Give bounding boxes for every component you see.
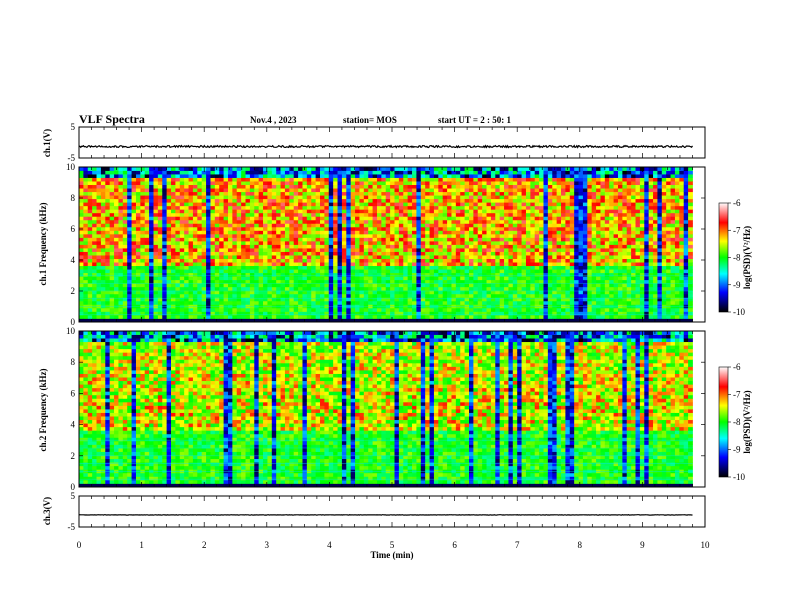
waveform-0-ytick-bottom: -5: [68, 153, 76, 163]
time-axis-tick-1: 1: [139, 540, 144, 550]
spectrogram-2-ytick-4: 4: [71, 420, 76, 430]
spectrogram-2-ytick-2: 2: [71, 451, 76, 461]
colorbar-1-tick--10: -10: [733, 307, 745, 317]
figure-title: VLF Spectra: [79, 112, 145, 126]
time-axis-tick-2: 2: [202, 540, 207, 550]
time-axis-tick-9: 9: [640, 540, 645, 550]
spectrogram-1-ytick-6: 6: [71, 224, 76, 234]
ch1-waveform-panel: 5 -5: [68, 122, 706, 163]
ch3-waveform-ylabel: ch.3(V): [42, 497, 52, 525]
spectrogram-1-ytick-4: 4: [71, 255, 76, 265]
time-axis-tick-7: 7: [515, 540, 520, 550]
time-axis-tick-6: 6: [452, 540, 457, 550]
spectrogram-2-ytick-8: 8: [71, 357, 76, 367]
start-time-label: start UT = 2 : 50: 1: [438, 115, 511, 125]
spectrogram-1-image: [79, 167, 693, 323]
colorbar-1-tick--8: -8: [733, 253, 741, 263]
ch3-waveform-panel: 5 -5: [68, 491, 706, 532]
colorbar-2-label: log(PSD)(V²/Hz): [742, 390, 752, 453]
spectrogram-2-ytick-6: 6: [71, 388, 76, 398]
colorbar-2-tick--10: -10: [733, 472, 745, 482]
ch1-colorbar: -6 -7 -8 -9 -10 log(PSD)(V²/Hz): [718, 198, 752, 317]
spectrogram-1-ytick-8: 8: [71, 193, 76, 203]
spectrogram-1-ytick-0: 0: [71, 317, 76, 327]
waveform-0-ytick-top: 5: [71, 122, 76, 132]
spectrogram-2-frame-ticks: [78, 331, 706, 487]
spectrogram-1-ytick-10: 10: [66, 162, 76, 172]
spectrogram-2-ytick-10: 10: [66, 326, 76, 336]
ch2-spectrogram-panel: 0 2 4 6 8 10: [66, 326, 706, 492]
ch1-spectrogram-panel: 0 2 4 6 8 10: [66, 162, 706, 327]
ch2-spectrogram-ylabel: ch.2 Frequency (kHz): [38, 368, 48, 451]
colorbar-1-scale: [718, 202, 729, 313]
time-axis-tick-10: 10: [701, 540, 711, 550]
spectrogram-1-frame-ticks: [78, 167, 706, 322]
colorbar-1-label: log(PSD)(V²/Hz): [742, 226, 752, 289]
time-axis: 0 1 2 3 4 5 6 7 8 9 10: [77, 540, 710, 550]
waveform-3-ytick-bottom: -5: [68, 522, 76, 532]
spectrogram-1-ytick-2: 2: [71, 286, 76, 296]
colorbar-1-tick--7: -7: [733, 225, 741, 235]
time-axis-tick-3: 3: [265, 540, 270, 550]
ch1-spectrogram-ylabel: ch.1 Frequency (kHz): [38, 202, 48, 285]
time-axis-tick-0: 0: [77, 540, 82, 550]
waveform-0-frame-ticks: [78, 127, 706, 158]
colorbar-2-tick--9: -9: [733, 445, 741, 455]
time-axis-tick-8: 8: [578, 540, 583, 550]
date-label: Nov.4 , 2023: [250, 115, 297, 125]
colorbar-2-tick--8: -8: [733, 417, 741, 427]
spectrogram-2-ytick-0: 0: [71, 482, 76, 492]
ch1-spectrogram-ylabel-text: ch.1 Frequency (kHz): [38, 202, 48, 285]
time-axis-tick-5: 5: [390, 540, 395, 550]
spectrogram-2-image: [79, 331, 693, 488]
ch2-colorbar: -6 -7 -8 -9 -10 log(PSD)(V²/Hz): [718, 362, 752, 482]
waveform-3-frame-ticks: [78, 496, 706, 527]
ch1-waveform-ylabel: ch.1(V): [42, 129, 52, 157]
colorbar-2-scale: [718, 366, 729, 478]
colorbar-2-tick--6: -6: [733, 362, 741, 372]
waveform-3-ytick-top: 5: [71, 491, 76, 501]
ch2-spectrogram-ylabel-text: ch.2 Frequency (kHz): [38, 368, 48, 451]
colorbar-1-tick--9: -9: [733, 280, 741, 290]
time-axis-label: Time (min): [370, 550, 413, 560]
colorbar-2-tick--7: -7: [733, 390, 741, 400]
waveform-0-trace: [78, 144, 693, 149]
time-axis-tick-4: 4: [327, 540, 332, 550]
station-label: station= MOS: [343, 115, 397, 125]
colorbar-1-tick--6: -6: [733, 198, 741, 208]
